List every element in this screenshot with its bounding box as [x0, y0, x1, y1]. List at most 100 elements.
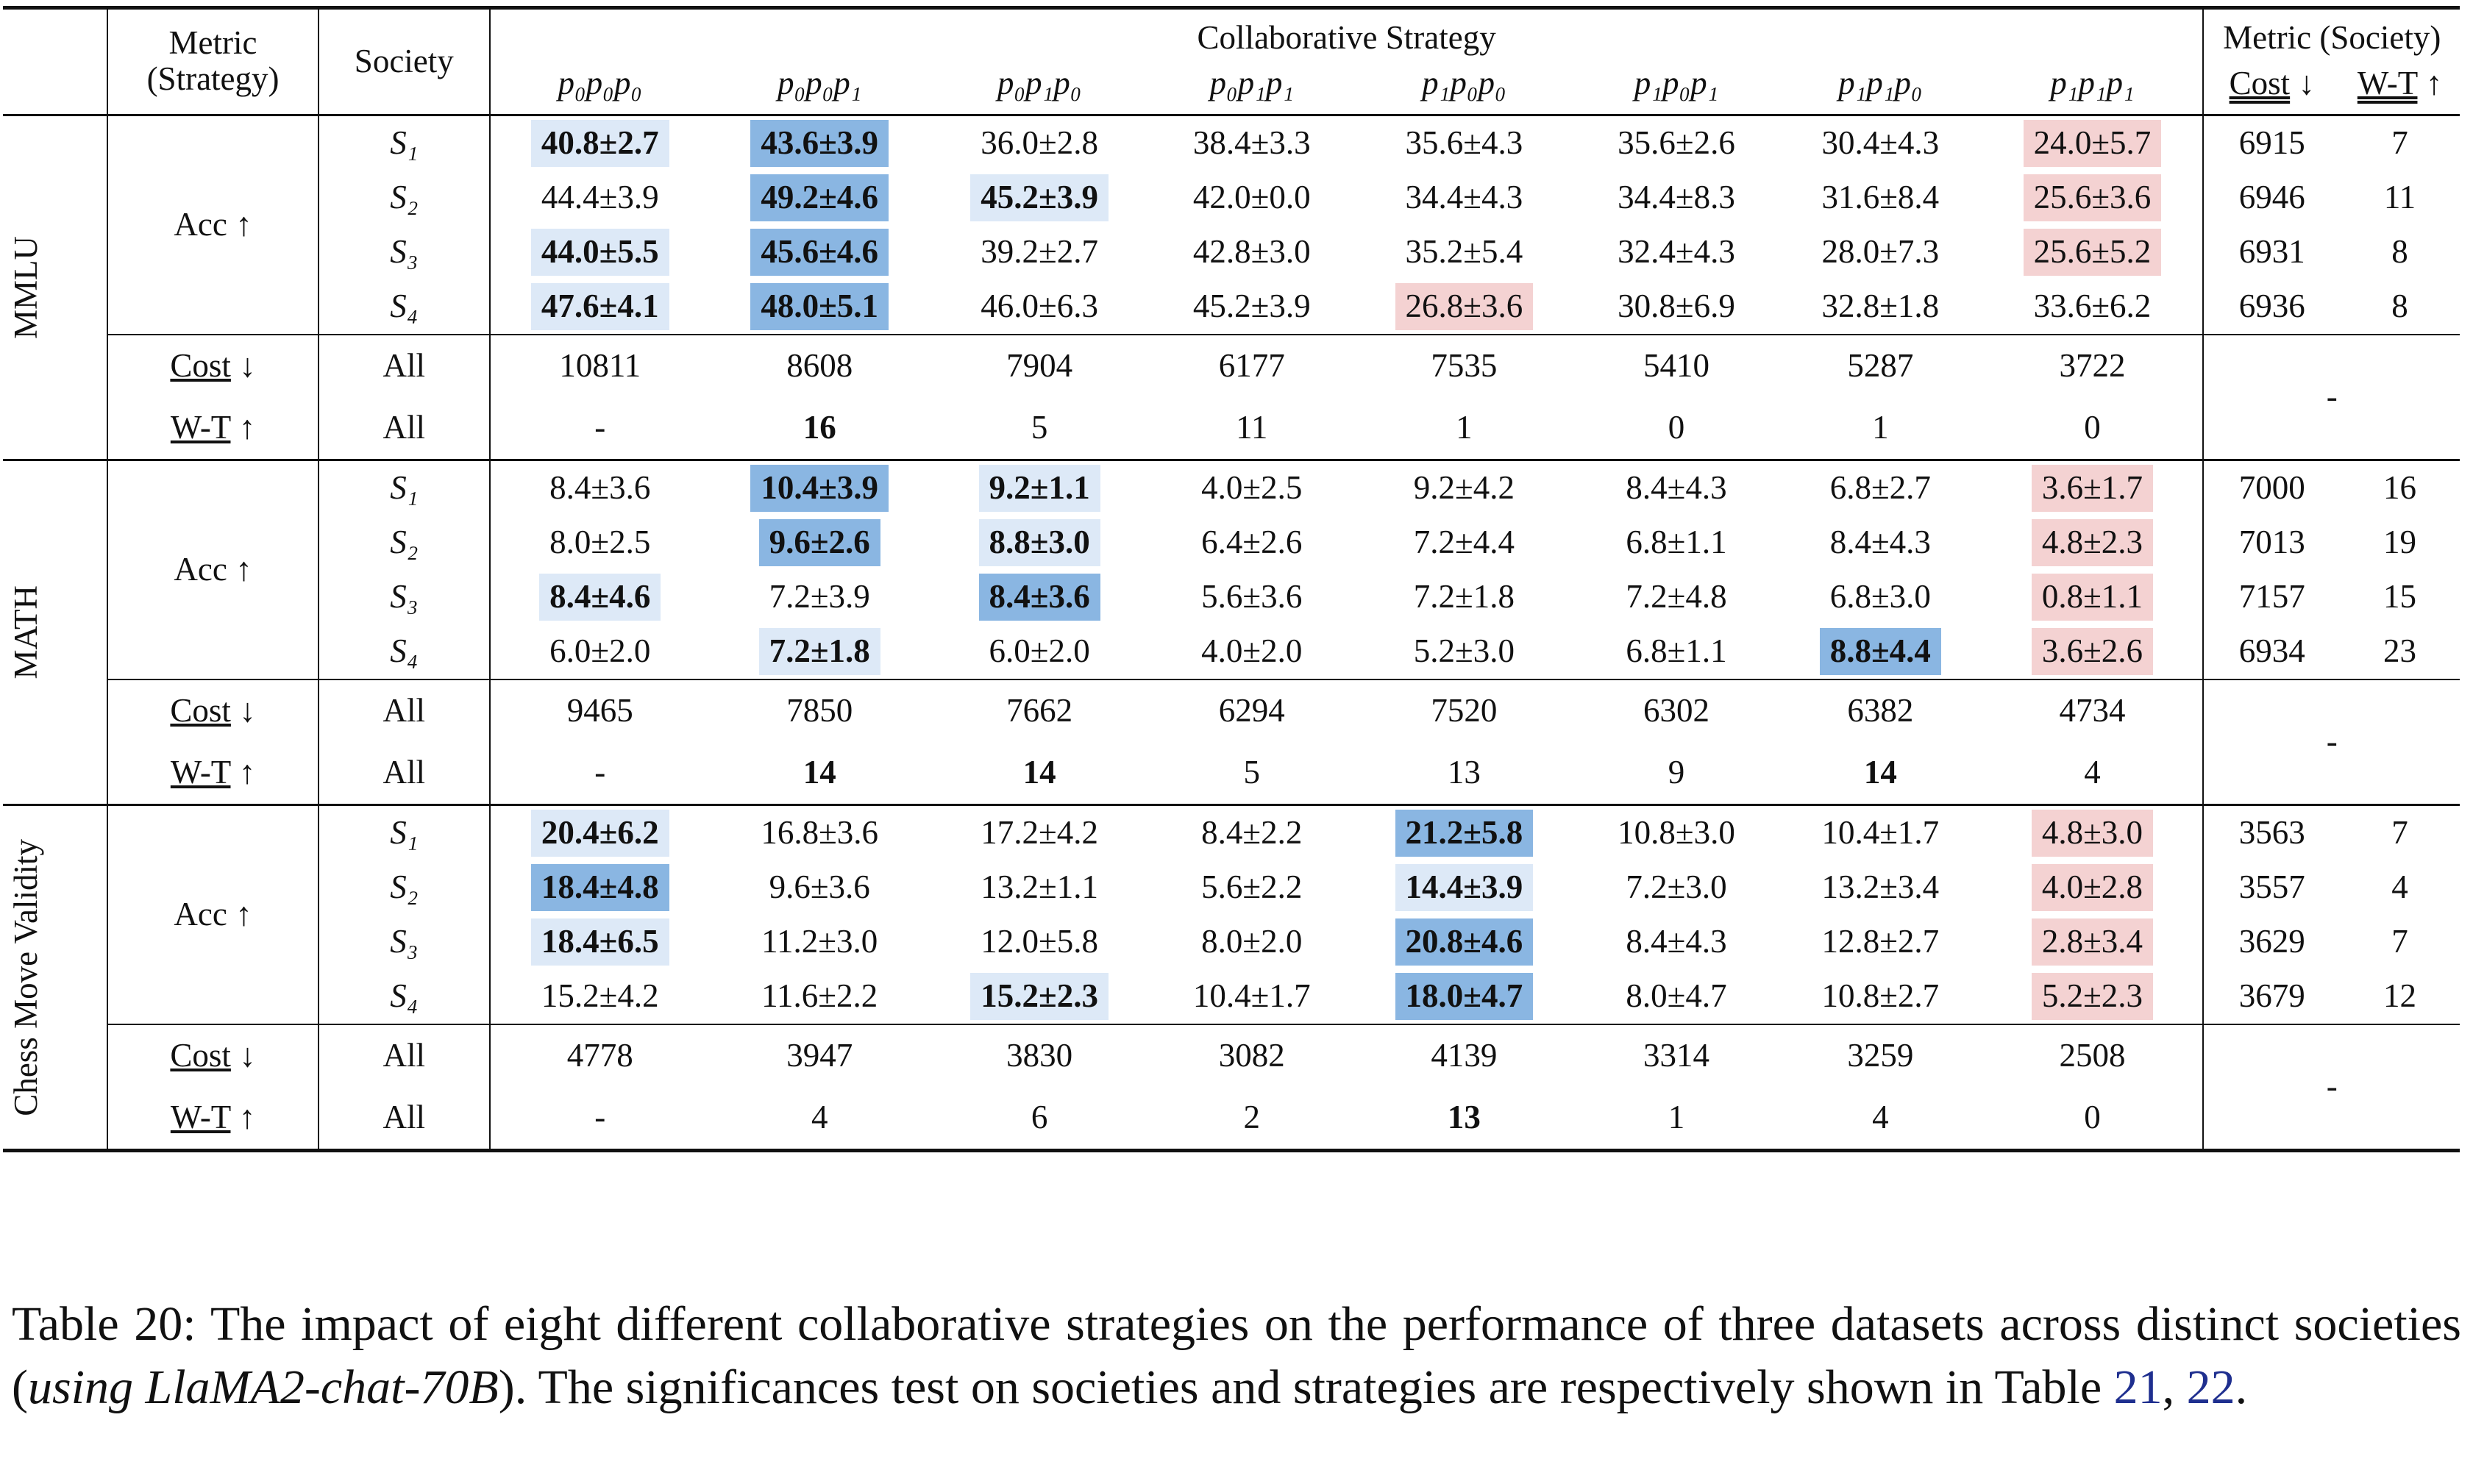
wt-all-cell: 5	[1150, 742, 1354, 805]
acc-cell-value: 13.2±3.4	[1821, 868, 1940, 906]
society-label: S₁	[318, 805, 491, 860]
society-label: S₄	[318, 624, 491, 679]
strategy-header-1: p₀p₀p₁	[777, 65, 862, 102]
cost-all-cell: 4139	[1354, 1024, 1574, 1087]
caption-text-middle: ). The significances test on societies a…	[498, 1360, 2114, 1414]
acc-cell-value: 8.8±4.4	[1819, 628, 1941, 675]
society-wt: 12	[2383, 977, 2417, 1015]
society-cost: 7013	[2238, 524, 2305, 561]
society-wt: 15	[2383, 578, 2417, 616]
acc-cell: 33.6±6.2	[1982, 279, 2205, 335]
acc-cell-value: 8.4±4.3	[1626, 923, 1727, 960]
acc-cell: 8.0±2.5	[490, 516, 710, 570]
acc-cell-value: 8.4±3.6	[549, 469, 651, 507]
acc-cell: 5.6±2.2	[1150, 860, 1354, 915]
acc-cell-value: 5.2±2.3	[2031, 973, 2154, 1020]
society-cost: 6931	[2238, 233, 2305, 271]
col-header-wt: W-T ↑	[2340, 61, 2460, 115]
acc-cell-value: 4.8±3.0	[2031, 810, 2154, 857]
acc-cell-value: 49.2±4.6	[750, 174, 889, 221]
acc-cell: 43.6±3.9	[710, 115, 930, 171]
acc-cell: 8.4±4.3	[1779, 516, 1982, 570]
acc-cell-value: 0.8±1.1	[2031, 574, 2154, 621]
cost-all-cell-value: 5410	[1643, 347, 1710, 385]
acc-row: MMLU Acc ↑ S₁ 40.8±2.7 43.6±3.9 36.0±2.8 38.4±…	[3, 115, 2460, 460]
acc-cell: 7.2±1.8	[1354, 570, 1574, 624]
acc-cell: 5.2±3.0	[1354, 624, 1574, 679]
acc-cell: 9.6±3.6	[710, 860, 930, 915]
wt-all-cell-value: 0	[2084, 409, 2101, 446]
acc-cell: 31.6±8.4	[1779, 171, 1982, 225]
society-wt: 4	[2391, 868, 2408, 906]
acc-cell: 9.2±1.1	[930, 460, 1150, 516]
wt-all-cell: 14	[1779, 742, 1982, 805]
acc-cell-value: 45.2±3.9	[970, 174, 1109, 221]
wt-metric-label: W-T ↑	[107, 1087, 319, 1151]
acc-cell: 26.8±3.6	[1354, 279, 1574, 335]
acc-cell: 10.8±3.0	[1574, 805, 1779, 861]
acc-cell-value: 10.4±3.9	[750, 465, 889, 512]
acc-row: S₃ 44.0±5.5 45.6±4.6 39.2±2.7 42.8±3.0 35.2±5…	[3, 225, 2460, 279]
acc-cell: 46.0±6.3	[930, 279, 1150, 335]
cost-all-cell-value: 4778	[566, 1037, 633, 1074]
cost-all-cell: 4734	[1982, 679, 2205, 742]
society-cost: 3557	[2238, 868, 2305, 906]
acc-cell-value: 9.6±2.6	[758, 519, 880, 566]
cost-all-cell: 3947	[710, 1024, 930, 1087]
acc-cell-value: 9.2±4.2	[1413, 469, 1515, 507]
acc-cell-value: 16.8±3.6	[761, 814, 879, 852]
acc-cell: 39.2±2.7	[930, 225, 1150, 279]
acc-cell-value: 34.4±4.3	[1405, 179, 1523, 216]
wt-all-cell-value: 4	[1872, 1099, 1889, 1136]
acc-cell: 45.6±4.6	[710, 225, 930, 279]
acc-cell: 24.0±5.7	[1982, 115, 2205, 171]
acc-cell: 11.6±2.2	[710, 969, 930, 1024]
caption-ref-table-21[interactable]: 21	[2113, 1360, 2163, 1414]
cost-all-cell-value: 6382	[1847, 692, 1914, 729]
acc-cell-value: 6.0±2.0	[989, 632, 1090, 670]
wt-all-cell: 1	[1354, 397, 1574, 460]
acc-cell: 15.2±4.2	[490, 969, 710, 1024]
cost-all-cell: 7535	[1354, 335, 1574, 397]
wt-all-row: W-T ↑ All -4 6 2 13 1 4 0	[3, 1087, 2460, 1151]
acc-cell: 8.4±2.2	[1150, 805, 1354, 861]
acc-cell-value: 44.0±5.5	[530, 229, 669, 276]
acc-row: Chess Move Validity Acc ↑ S₁ 20.4±6.2 16.8±3…	[3, 805, 2460, 1151]
cost-all-cell: 3722	[1982, 335, 2205, 397]
acc-cell-value: 30.4±4.3	[1821, 124, 1940, 162]
cost-all-cell-value: 3947	[786, 1037, 853, 1074]
acc-cell-value: 9.6±3.6	[769, 868, 870, 906]
acc-row: S₂ 44.4±3.9 49.2±4.6 45.2±3.9 42.0±0.0 34.4±4…	[3, 171, 2460, 225]
wt-metric-label: W-T ↑	[107, 742, 319, 805]
wt-label-text: W-T	[170, 1099, 231, 1136]
acc-cell-value: 10.4±1.7	[1821, 814, 1940, 852]
all-label: All	[318, 335, 491, 397]
acc-cell-value: 25.6±3.6	[2023, 174, 2162, 221]
acc-row: S₄ 47.6±4.1 48.0±5.1 46.0±6.3 45.2±3.9 26.8±3…	[3, 279, 2460, 335]
acc-cell-value: 11.2±3.0	[761, 923, 878, 960]
acc-cell-value: 10.8±2.7	[1821, 977, 1940, 1015]
wt-all-cell: 14	[710, 742, 930, 805]
col-header-society: Society	[318, 7, 491, 115]
wt-all-cell: 5	[930, 397, 1150, 460]
society-label: S₂	[318, 860, 491, 915]
acc-cell: 34.4±8.3	[1574, 171, 1779, 225]
all-label: All	[318, 1024, 491, 1087]
wt-all-cell: 4	[1779, 1087, 1982, 1151]
wt-header-text: W-T	[2357, 65, 2418, 102]
cost-all-cell-value: 3259	[1847, 1037, 1914, 1074]
table-caption: Table 20: The impact of eight different …	[12, 1293, 2461, 1419]
acc-cell: 10.4±3.9	[710, 460, 930, 516]
cost-all-cell-value: 3314	[1643, 1037, 1710, 1074]
strategy-header-7: p₁p₁p₁	[1982, 61, 2205, 115]
caption-ref-table-22[interactable]: 22	[2186, 1360, 2235, 1414]
acc-cell: 8.4±3.6	[490, 460, 710, 516]
acc-cell-value: 7.2±4.8	[1626, 578, 1727, 616]
acc-cell-value: 40.8±2.7	[530, 120, 669, 167]
cost-all-cell-value: 3830	[1006, 1037, 1073, 1074]
acc-cell-value: 6.0±2.0	[549, 632, 651, 670]
acc-cell: 6.0±2.0	[930, 624, 1150, 679]
society-cost: 7000	[2238, 469, 2305, 507]
acc-cell: 7.2±3.9	[710, 570, 930, 624]
acc-cell: 32.4±4.3	[1574, 225, 1779, 279]
